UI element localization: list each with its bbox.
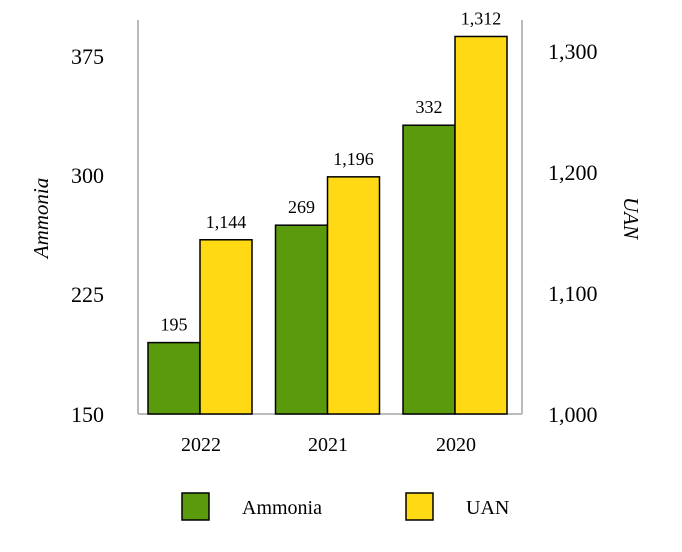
left-tick-label: 150 <box>71 402 104 427</box>
category-label: 2022 <box>181 434 221 456</box>
right-tick-label: 1,200 <box>548 160 598 185</box>
left-tick-label: 225 <box>71 282 104 307</box>
left-axis-title: Ammonia <box>29 178 53 261</box>
bar-ammonia-2021 <box>274 224 329 415</box>
data-label-ammonia-2021: 269 <box>288 197 315 217</box>
data-label-ammonia-2020: 332 <box>416 97 443 117</box>
bar-ammonia-2022 <box>147 341 201 415</box>
data-label-uan-2021: 1,196 <box>333 149 374 169</box>
bar-uan-2020 <box>454 35 508 415</box>
bar-ammonia-2020 <box>402 124 456 415</box>
right-tick-label: 1,000 <box>548 402 598 427</box>
bar-uan-2022 <box>199 239 253 415</box>
legend-swatch-uan <box>405 492 434 521</box>
data-label-uan-2022: 1,144 <box>206 212 247 232</box>
right-axis-title: UAN <box>619 197 643 240</box>
data-label-uan-2020: 1,312 <box>461 8 502 28</box>
left-tick-label: 300 <box>71 163 104 188</box>
bar-uan-2021 <box>326 176 381 415</box>
legend-label-ammonia: Ammonia <box>242 497 322 519</box>
category-label: 2021 <box>308 434 348 456</box>
right-tick-label: 1,300 <box>548 39 598 64</box>
left-tick-label: 375 <box>71 44 104 69</box>
category-label: 2020 <box>436 434 476 456</box>
legend-label-uan: UAN <box>466 497 509 519</box>
legend-swatch-ammonia <box>181 492 210 521</box>
right-tick-label: 1,100 <box>548 281 598 306</box>
data-label-ammonia-2022: 195 <box>161 315 188 335</box>
